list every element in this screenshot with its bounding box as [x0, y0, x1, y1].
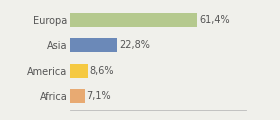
- Bar: [70, 39, 117, 52]
- Text: 61,4%: 61,4%: [199, 15, 230, 25]
- Bar: [70, 89, 85, 103]
- Bar: [70, 13, 197, 27]
- Bar: [70, 64, 88, 78]
- Text: 7,1%: 7,1%: [87, 91, 111, 101]
- Text: 22,8%: 22,8%: [119, 40, 150, 51]
- Text: 8,6%: 8,6%: [90, 66, 114, 76]
